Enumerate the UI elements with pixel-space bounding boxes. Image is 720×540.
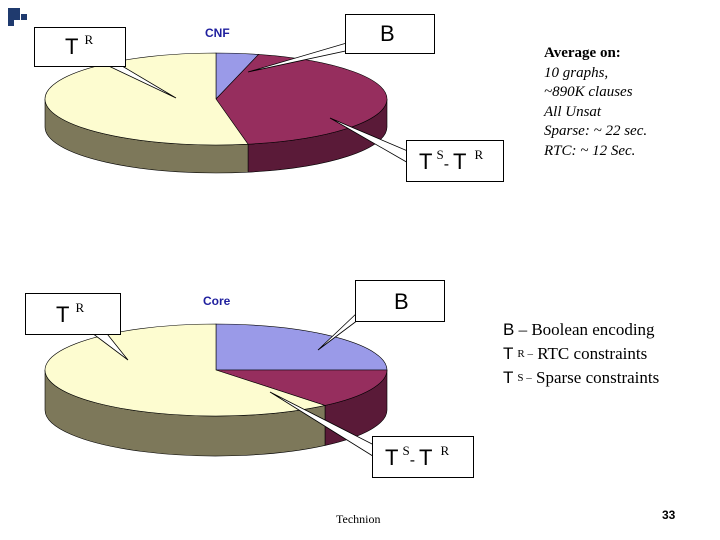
callout-top-ts-sup2: R [474,147,484,162]
pie2-slice-b [215,323,388,371]
callout-bot-ts-dash: - [409,452,416,469]
callout-bot-tr-sup: R [75,300,85,315]
notes-line-3: ~890K clauses [544,84,633,100]
callout-top-b-main: B [380,21,395,46]
notes-line-4: All Unsat [544,103,602,120]
chart-title-core: Core [203,294,231,308]
callout-bot-ts-sup2: R [440,443,450,458]
notes-line-1: Average on: [544,45,621,61]
pie-chart-core [44,323,388,457]
callout-top-ts-dash: - [443,156,450,173]
callout-top-b: B [345,14,435,54]
corner-square-small [8,20,14,26]
notes-line-5: Sparse: ~ 22 sec. [544,123,648,139]
legend-item-b: B – Boolean encoding [503,318,659,342]
callout-bot-tr-main: T [56,302,70,327]
legend-r-sym: T [503,344,514,363]
legend-r-sub: R – [517,348,533,360]
chart-title-cnf: CNF [205,26,230,40]
legend-b-sym: B [503,320,515,339]
legend-r-text: RTC constraints [532,344,648,363]
callout-top-ts-main2: T [453,149,467,174]
pie1-slice-tr [44,52,249,146]
notes-line-2: 10 graphs, [544,64,609,81]
pie2-slice-ts-tr [215,369,388,406]
page-number: 33 [662,508,676,522]
callout-top-ts-sup1: S [436,147,444,162]
callout-top-tr-main: T [65,34,79,59]
corner-square-large [8,8,20,20]
callout-leaders [86,41,411,459]
pie-chart-cnf [44,52,388,174]
callout-bot-ts-sup1: S [402,443,410,458]
pie1-slice-ts-tr [215,54,388,145]
callout-top-ts: T S- T R [406,140,504,182]
stats-notes: Average on: 10 graphs, ~890K clauses All… [544,44,714,161]
callout-top-tr-sup: R [84,32,94,47]
legend-s-text: Sparse constraints [531,368,660,387]
legend-s-sub: S – [517,372,532,384]
callout-bot-b: B [355,280,445,322]
notes-line-6: RTC: ~ 12 Sec. [544,142,636,159]
callout-bot-ts-main2: T [419,445,433,470]
footer-org: Technion [336,512,381,526]
callout-bot-ts: T S- T R [372,436,474,478]
legend-s-sym: T [503,368,514,387]
callout-top-ts-main1: T [419,149,433,174]
callout-bot-b-main: B [394,289,409,314]
legend-b-text: – Boolean encoding [514,320,655,339]
callout-bot-ts-main1: T [385,445,399,470]
corner-square-mini [21,14,27,20]
